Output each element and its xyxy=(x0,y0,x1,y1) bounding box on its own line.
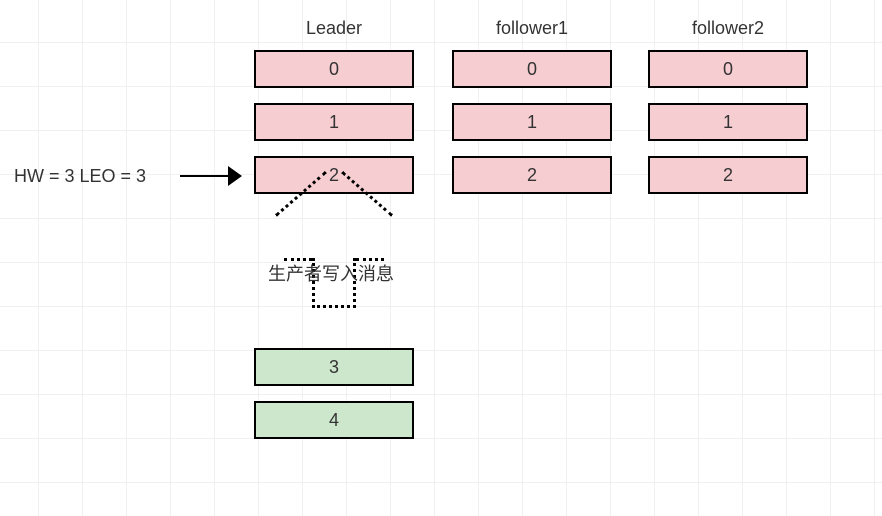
log-cell-value: 0 xyxy=(723,59,733,80)
watermark-label: HW = 3 LEO = 3 xyxy=(14,166,146,187)
log-cell: 2 xyxy=(452,156,612,194)
log-cell: 2 xyxy=(254,156,414,194)
column-header-leader: Leader xyxy=(254,18,414,39)
log-cell-value: 4 xyxy=(329,410,339,431)
log-cell-value: 2 xyxy=(329,165,339,186)
column-header-follower1: follower1 xyxy=(452,18,612,39)
column-header-label: Leader xyxy=(306,18,362,38)
watermark-label-text: HW = 3 LEO = 3 xyxy=(14,166,146,186)
log-cell: 0 xyxy=(254,50,414,88)
log-cell: 0 xyxy=(648,50,808,88)
log-cell: 0 xyxy=(452,50,612,88)
watermark-arrow xyxy=(180,166,242,186)
log-cell: 1 xyxy=(452,103,612,141)
column-header-label: follower2 xyxy=(692,18,764,38)
log-cell-value: 1 xyxy=(723,112,733,133)
log-cell-value: 0 xyxy=(329,59,339,80)
log-cell-value: 3 xyxy=(329,357,339,378)
log-cell: 1 xyxy=(648,103,808,141)
column-header-follower2: follower2 xyxy=(648,18,808,39)
producer-arrow-label-text: 生产者写入消息 xyxy=(268,264,394,284)
new-log-cell: 4 xyxy=(254,401,414,439)
column-header-label: follower1 xyxy=(496,18,568,38)
log-cell-value: 2 xyxy=(527,165,537,186)
log-cell-value: 2 xyxy=(723,165,733,186)
producer-arrow-label: 生产者写入消息 xyxy=(268,260,394,286)
log-cell-value: 0 xyxy=(527,59,537,80)
log-cell: 2 xyxy=(648,156,808,194)
log-cell: 1 xyxy=(254,103,414,141)
diagram-stage: Leader follower1 follower2 0 1 2 0 1 2 0… xyxy=(0,0,882,516)
log-cell-value: 1 xyxy=(329,112,339,133)
new-log-cell: 3 xyxy=(254,348,414,386)
log-cell-value: 1 xyxy=(527,112,537,133)
